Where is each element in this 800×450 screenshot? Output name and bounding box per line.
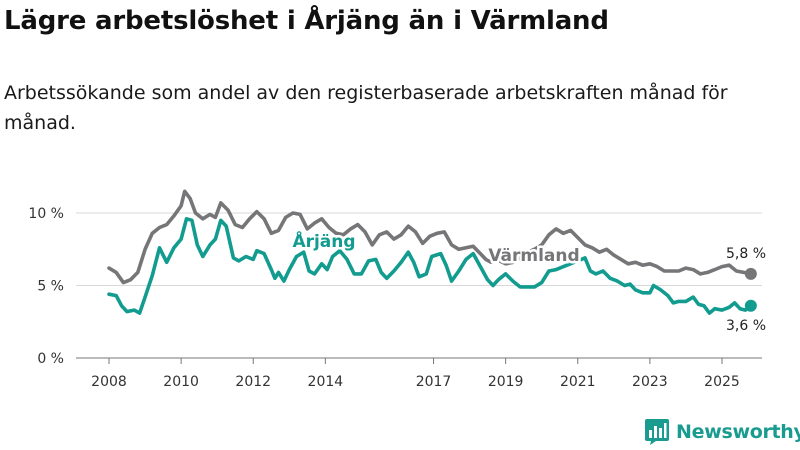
x-tick-label: 2017 — [416, 374, 452, 390]
x-tick-label: 2012 — [235, 374, 271, 390]
series-line-värmland — [107, 189, 753, 285]
end-value-label-värmland: 5,8 % — [726, 246, 766, 262]
series-label-värmland: Värmland — [488, 246, 579, 266]
y-tick-label: 5 % — [37, 279, 64, 295]
newsworthy-logo: Newsworthy — [644, 418, 800, 446]
brand-name: Newsworthy — [676, 421, 800, 443]
series-end-point-värmland — [744, 267, 757, 280]
y-tick-label: 0 % — [37, 351, 64, 367]
x-tick-label: 2021 — [560, 374, 596, 390]
x-tick-label: 2014 — [308, 374, 344, 390]
end-value-label-årjäng: 3,6 % — [726, 318, 766, 334]
series-line-årjäng — [107, 217, 753, 315]
x-tick-label: 2008 — [91, 374, 127, 390]
series-end-point-årjäng — [744, 299, 757, 312]
bar-chart-logo-icon — [645, 419, 669, 445]
x-tick-label: 2010 — [163, 374, 199, 390]
series-label-årjäng: Årjäng — [292, 229, 355, 252]
x-tick-label: 2025 — [704, 374, 740, 390]
chart-title: Lägre arbetslöshet i Årjäng än i Värmlan… — [4, 6, 609, 36]
chart-subtitle: Arbetssökande som andel av den registerb… — [4, 82, 728, 134]
x-tick-label: 2019 — [488, 374, 524, 390]
x-tick-label: 2023 — [632, 374, 668, 390]
y-tick-label: 10 % — [28, 206, 64, 222]
